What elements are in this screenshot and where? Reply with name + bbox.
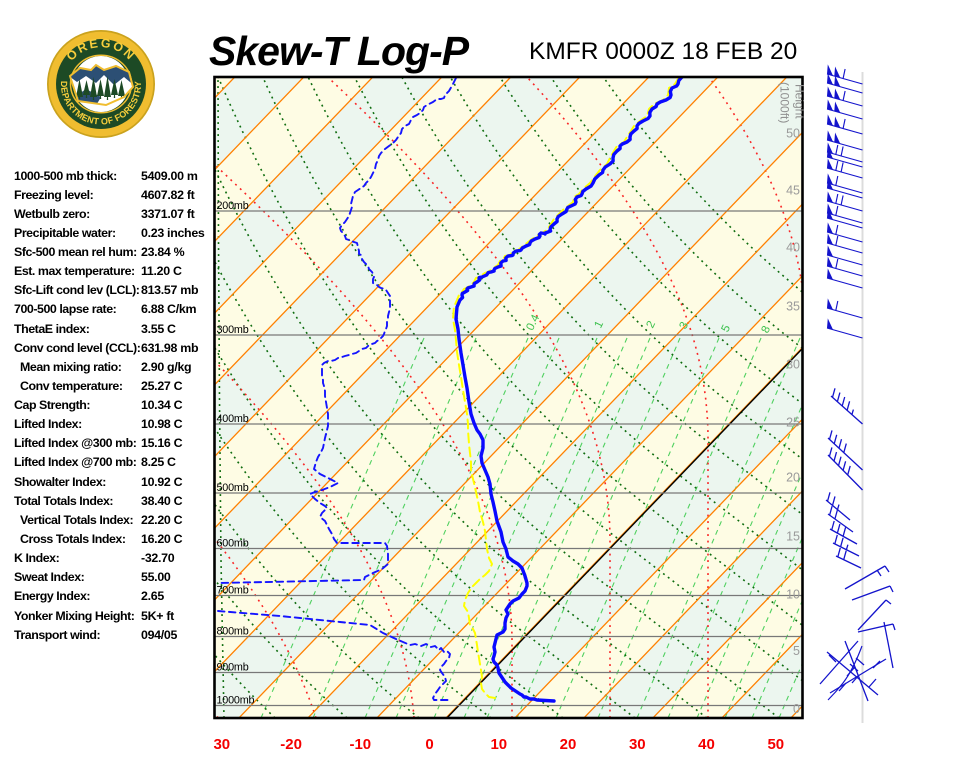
svg-text:50: 50: [786, 127, 800, 141]
svg-text:(1000ft): (1000ft): [778, 82, 792, 123]
svg-text:-20: -20: [280, 736, 302, 753]
svg-text:-10: -10: [349, 736, 371, 753]
svg-text:1: 1: [593, 319, 607, 330]
svg-text:0: 0: [793, 702, 800, 716]
svg-text:2: 2: [645, 319, 659, 330]
svg-text:15: 15: [786, 530, 800, 544]
svg-text:700mb: 700mb: [217, 585, 249, 597]
svg-text:600mb: 600mb: [217, 538, 249, 550]
svg-text:500mb: 500mb: [217, 482, 249, 494]
svg-text:50: 50: [767, 736, 784, 753]
svg-text:5: 5: [720, 323, 734, 334]
svg-text:200mb: 200mb: [217, 200, 249, 212]
svg-text:30: 30: [786, 358, 800, 372]
svg-text:35: 35: [786, 300, 800, 314]
svg-text:20: 20: [786, 471, 800, 485]
svg-text:30: 30: [629, 736, 646, 753]
svg-text:10: 10: [786, 588, 800, 602]
svg-text:0: 0: [425, 736, 433, 753]
svg-text:45: 45: [786, 184, 800, 198]
svg-text:300mb: 300mb: [217, 324, 249, 336]
svg-text:5: 5: [793, 644, 800, 658]
svg-text:3: 3: [678, 320, 692, 331]
svg-text:Height: Height: [793, 84, 807, 119]
svg-text:40: 40: [698, 736, 715, 753]
svg-text:900mb: 900mb: [217, 662, 249, 674]
svg-text:1000mb: 1000mb: [217, 695, 255, 707]
svg-text:400mb: 400mb: [217, 413, 249, 425]
svg-text:25: 25: [786, 416, 800, 430]
svg-text:30: 30: [213, 736, 230, 753]
svg-text:8: 8: [760, 324, 774, 335]
svg-text:800mb: 800mb: [217, 626, 249, 638]
svg-text:20: 20: [560, 736, 577, 753]
svg-text:40: 40: [786, 241, 800, 255]
svg-text:10: 10: [490, 736, 507, 753]
